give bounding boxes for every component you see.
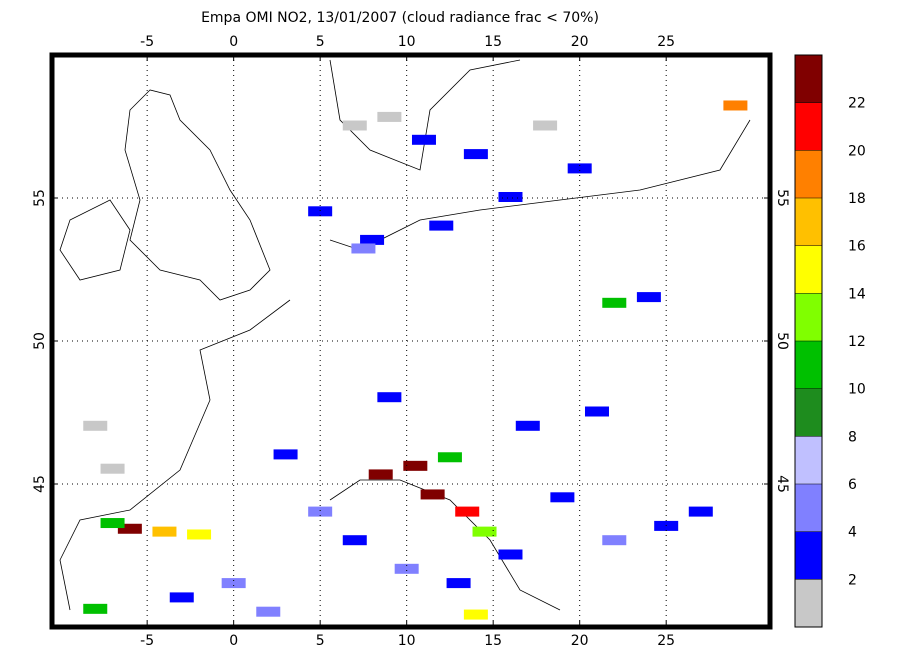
colorbar-swatch — [795, 341, 822, 389]
x-tick-label-bottom: 20 — [571, 633, 589, 649]
no2-cell — [351, 243, 376, 254]
no2-cell — [83, 420, 108, 431]
colorbar-swatch — [795, 388, 822, 437]
no2-cell — [602, 535, 627, 546]
great-britain — [124, 89, 271, 301]
italy-coast — [329, 479, 561, 611]
no2-cell — [463, 609, 488, 620]
x-tick-label-top: 10 — [398, 34, 416, 50]
no2-cell — [472, 526, 497, 537]
y-tick-label-left: 45 — [32, 475, 48, 493]
colorbar-swatch — [795, 245, 822, 294]
colorbar-tick-label: 22 — [848, 96, 866, 112]
x-tick-label-top: -5 — [140, 34, 154, 50]
no2-cell — [308, 206, 333, 217]
no2-cell — [498, 192, 523, 202]
no2-cell — [420, 489, 445, 500]
x-tick-label-bottom: 10 — [398, 633, 416, 649]
no2-cell — [221, 578, 246, 589]
no2-cell — [394, 563, 419, 574]
no2-cell — [533, 120, 558, 131]
no2-cell — [688, 506, 713, 517]
ireland — [59, 199, 131, 281]
no2-cell — [584, 406, 609, 417]
no2-cell — [308, 506, 333, 517]
no2-cell — [187, 529, 212, 540]
no2-cell — [100, 518, 125, 529]
no2-cell — [463, 149, 488, 160]
x-tick-label-top: 0 — [229, 34, 238, 50]
no2-cell — [411, 134, 436, 145]
x-tick-label-bottom: 0 — [229, 633, 238, 649]
colorbar-swatch — [795, 484, 822, 532]
no2-cell — [152, 526, 177, 537]
chart-title: Empa OMI NO2, 13/01/2007 (cloud radiance… — [201, 10, 599, 26]
no2-cell — [342, 120, 367, 131]
colorbar-tick-label: 4 — [848, 525, 857, 541]
x-tick-label-bottom: 5 — [316, 633, 325, 649]
no2-cell — [636, 292, 661, 303]
colorbar-swatch — [795, 436, 822, 484]
no2-cell — [437, 452, 462, 463]
no2-cell — [100, 463, 125, 474]
no2-cell — [169, 592, 194, 603]
colorbar-tick-label: 10 — [848, 382, 866, 398]
no2-cell — [83, 603, 108, 614]
no2-cell — [256, 606, 281, 617]
no2-cell — [377, 392, 402, 403]
colorbar-swatch — [795, 55, 822, 103]
x-tick-label-bottom: 15 — [484, 633, 502, 649]
colorbar-tick-label: 8 — [848, 429, 857, 445]
x-tick-label-top: 5 — [316, 34, 325, 50]
no2-cell — [117, 523, 142, 534]
colorbar-tick-label: 20 — [848, 143, 866, 159]
scandinavia — [329, 59, 521, 171]
no2-cell — [515, 420, 540, 431]
y-tick-label-left: 55 — [32, 189, 48, 207]
coastlines — [59, 59, 751, 611]
y-tick-label-right: 45 — [774, 475, 790, 493]
no2-cell — [403, 460, 428, 471]
colorbar-swatch — [795, 531, 822, 580]
colorbar-tick-label: 6 — [848, 477, 857, 493]
no2-cell — [550, 492, 575, 503]
no2-cell — [360, 234, 385, 245]
colorbar-swatch — [795, 102, 822, 151]
no2-cell — [377, 111, 402, 122]
no2-cell — [723, 100, 748, 111]
no2-cell — [429, 220, 454, 231]
x-tick-label-top: 25 — [657, 34, 675, 50]
colorbar-swatch — [795, 579, 822, 627]
colorbar-tick-label: 16 — [848, 239, 866, 255]
no2-cell — [446, 578, 471, 589]
no2-cell — [567, 163, 592, 174]
y-tick-label-right: 55 — [774, 189, 790, 207]
x-tick-label-bottom: -5 — [140, 633, 154, 649]
colorbar-swatch — [795, 150, 822, 198]
no2-cell — [368, 469, 393, 480]
colorbar-tick-label: 2 — [848, 572, 857, 588]
x-tick-label-top: 15 — [484, 34, 502, 50]
colorbar-tick-label: 14 — [848, 286, 866, 302]
no2-cell — [273, 449, 298, 460]
x-tick-label-top: 20 — [571, 34, 589, 50]
colorbar-tick-label: 18 — [848, 191, 866, 207]
colorbar-swatch — [795, 198, 822, 246]
no2-cell — [342, 535, 367, 546]
no2-cell — [455, 506, 480, 517]
y-tick-label-left: 50 — [32, 332, 48, 350]
west-coast — [59, 299, 291, 611]
colorbar-tick-label: 12 — [848, 334, 866, 350]
no2-cell — [498, 549, 523, 560]
no2-cell — [602, 297, 627, 308]
colorbar-swatch — [795, 293, 822, 341]
x-tick-label-bottom: 25 — [657, 633, 675, 649]
y-tick-label-right: 50 — [774, 332, 790, 350]
